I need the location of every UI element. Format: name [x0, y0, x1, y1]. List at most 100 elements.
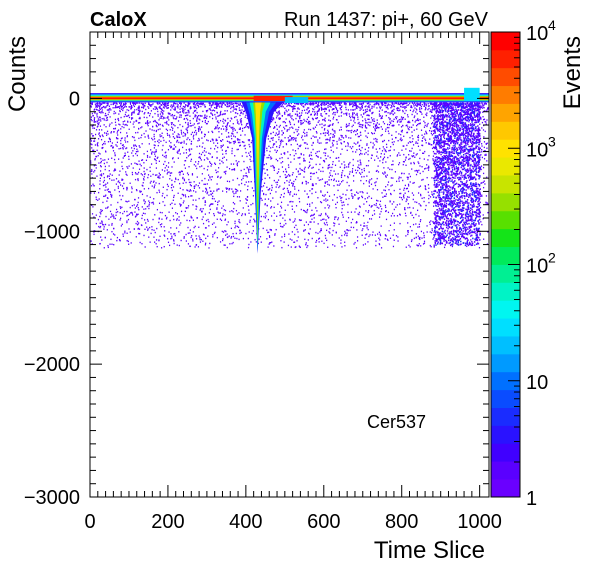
heatmap-cell — [464, 160, 466, 162]
heatmap-cell — [342, 201, 345, 203]
heatmap-cell — [481, 149, 483, 151]
heatmap-cell — [460, 125, 462, 127]
heatmap-cell — [332, 151, 335, 153]
heatmap-cell — [348, 184, 350, 187]
heatmap-cell — [396, 121, 399, 123]
heatmap-cell — [482, 172, 485, 175]
heatmap-cell — [122, 187, 125, 190]
heatmap-cell — [103, 124, 105, 126]
heatmap-cell — [231, 169, 233, 171]
heatmap-cell — [356, 112, 358, 115]
heatmap-cell — [328, 109, 330, 111]
heatmap-cell — [468, 133, 470, 135]
heatmap-cell — [227, 132, 230, 134]
heatmap-cell — [282, 102, 285, 104]
heatmap-cell — [322, 159, 325, 162]
heatmap-cell — [316, 132, 318, 134]
heatmap-cell — [391, 102, 394, 104]
heatmap-cell — [172, 215, 174, 217]
heatmap-cell — [418, 243, 420, 245]
heatmap-cell — [450, 209, 453, 211]
heatmap-cell — [432, 158, 434, 160]
heatmap-cell — [422, 152, 424, 154]
heatmap-cell — [430, 111, 433, 113]
heatmap-cell — [408, 128, 410, 131]
heatmap-cell — [187, 243, 190, 245]
heatmap-cell — [433, 205, 435, 207]
heatmap-cell — [178, 134, 180, 136]
heatmap-cell — [312, 127, 314, 129]
heatmap-cell — [278, 186, 280, 189]
heatmap-cell — [341, 172, 343, 174]
heatmap-cell — [242, 113, 244, 115]
heatmap-cell — [137, 173, 139, 175]
heatmap-cell — [134, 139, 136, 142]
heatmap-cell — [158, 175, 160, 177]
heatmap-cell — [129, 182, 131, 184]
heatmap-cell — [361, 191, 363, 193]
heatmap-cell — [184, 210, 186, 213]
heatmap-cell — [317, 139, 319, 141]
heatmap-cell — [160, 111, 162, 113]
heatmap-cell — [173, 240, 175, 242]
heatmap-cell — [312, 102, 314, 104]
heatmap-cell — [439, 130, 441, 133]
heatmap-cell — [380, 134, 382, 137]
heatmap-cell — [209, 176, 211, 178]
heatmap-cell — [341, 204, 343, 207]
heatmap-cell — [223, 128, 225, 130]
heatmap-cell — [194, 104, 196, 106]
heatmap-cell — [151, 151, 153, 153]
heatmap-cell — [320, 142, 322, 144]
heatmap-cell — [388, 124, 391, 126]
heatmap-cell — [399, 203, 401, 205]
heatmap-cell — [281, 115, 283, 117]
heatmap-cell — [457, 114, 459, 116]
heatmap-cell — [380, 102, 382, 104]
heatmap-cell — [480, 106, 482, 109]
heatmap-cell — [303, 176, 305, 178]
heatmap-cell — [152, 108, 155, 110]
heatmap-cell — [165, 102, 167, 104]
heatmap-cell — [96, 112, 98, 115]
heatmap-cell — [100, 107, 103, 109]
heatmap-cell — [312, 110, 314, 113]
heatmap-cell — [415, 236, 417, 239]
heatmap-cell — [106, 104, 108, 107]
heatmap-cell — [170, 233, 172, 235]
heatmap-cell — [282, 121, 284, 123]
heatmap-cell — [210, 193, 212, 196]
heatmap-cell — [284, 176, 287, 179]
heatmap-cell — [320, 133, 322, 135]
heatmap-cell — [94, 111, 96, 114]
heatmap-cell — [221, 133, 223, 135]
heatmap-cell — [483, 103, 485, 105]
heatmap-cell — [373, 106, 375, 108]
heatmap-cell — [167, 102, 169, 104]
heatmap-cell — [409, 226, 412, 228]
heatmap-cell — [305, 221, 307, 223]
heatmap-cell — [404, 207, 406, 209]
heatmap-cell — [406, 131, 409, 134]
heatmap-cell — [404, 212, 407, 215]
heatmap-cell — [354, 104, 356, 107]
heatmap-cell — [142, 107, 145, 109]
heatmap-cell — [296, 134, 299, 136]
heatmap-cell — [312, 166, 314, 169]
heatmap-cell — [342, 179, 344, 182]
heatmap-cell — [269, 242, 271, 244]
heatmap-cell — [413, 161, 415, 164]
heatmap-cell — [237, 226, 240, 229]
heatmap-cell — [184, 121, 187, 124]
heatmap-cell — [400, 192, 402, 195]
heatmap-cell — [381, 133, 383, 136]
heatmap-cell — [238, 184, 240, 186]
heatmap-cell — [216, 190, 218, 192]
heatmap-cell — [127, 151, 129, 153]
heatmap-cell — [194, 114, 196, 116]
heatmap-cell — [273, 167, 275, 169]
heatmap-cell — [196, 120, 198, 122]
heatmap-cell — [97, 122, 99, 125]
heatmap-cell — [310, 151, 312, 154]
heatmap-cell — [463, 124, 465, 127]
